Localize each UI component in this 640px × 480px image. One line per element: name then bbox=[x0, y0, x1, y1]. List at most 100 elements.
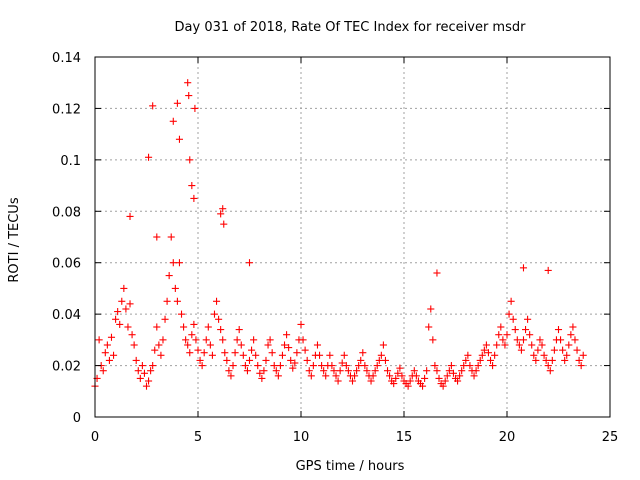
data-point-0-130 bbox=[359, 349, 367, 357]
data-point-0-66 bbox=[227, 372, 235, 380]
data-point-0-14 bbox=[120, 284, 128, 292]
data-point-0-92 bbox=[280, 341, 289, 349]
x-tick-label-5: 5 bbox=[194, 430, 202, 445]
data-point-0-15 bbox=[122, 305, 130, 313]
data-point-0-105 bbox=[307, 372, 315, 380]
data-point-0-241 bbox=[169, 117, 177, 125]
data-point-0-196 bbox=[495, 331, 503, 339]
data-point-0-112 bbox=[322, 372, 330, 380]
data-point-0-57 bbox=[208, 351, 216, 359]
data-point-0-174 bbox=[449, 369, 457, 377]
data-point-0-220 bbox=[544, 362, 552, 370]
y-tick-label-0.04: 0.04 bbox=[52, 308, 81, 323]
data-point-0-256 bbox=[519, 264, 528, 272]
data-point-0-5 bbox=[101, 349, 109, 357]
data-point-0-27 bbox=[147, 367, 155, 375]
data-point-0-110 bbox=[318, 362, 326, 370]
data-point-0-212 bbox=[528, 341, 536, 349]
data-point-0-67 bbox=[229, 362, 237, 370]
data-point-0-111 bbox=[320, 367, 328, 375]
data-point-0-204 bbox=[511, 326, 519, 334]
data-point-0-2 bbox=[95, 336, 103, 344]
data-point-0-96 bbox=[289, 364, 297, 372]
data-point-0-140 bbox=[379, 341, 387, 349]
x-tick-label-15: 15 bbox=[396, 430, 413, 445]
data-point-0-138 bbox=[375, 356, 383, 364]
data-point-0-106 bbox=[309, 362, 317, 370]
data-point-0-89 bbox=[274, 372, 282, 380]
data-point-0-166 bbox=[433, 367, 441, 375]
data-point-0-101 bbox=[299, 336, 307, 344]
data-point-0-231 bbox=[567, 331, 575, 339]
data-point-0-6 bbox=[103, 341, 111, 349]
data-point-0-35 bbox=[163, 297, 171, 305]
data-point-0-69 bbox=[233, 336, 241, 344]
data-point-0-142 bbox=[383, 367, 392, 375]
data-point-0-201 bbox=[505, 310, 513, 318]
data-point-0-109 bbox=[315, 351, 324, 359]
data-point-0-135 bbox=[369, 372, 377, 380]
data-point-0-134 bbox=[367, 377, 375, 385]
data-point-0-214 bbox=[532, 356, 540, 364]
data-point-0-194 bbox=[491, 351, 499, 359]
data-point-0-147 bbox=[394, 369, 402, 377]
data-point-0-48 bbox=[190, 320, 198, 328]
data-point-0-87 bbox=[270, 362, 278, 370]
data-point-0-132 bbox=[363, 367, 371, 375]
data-point-0-29 bbox=[151, 346, 159, 354]
y-tick-label-0.12: 0.12 bbox=[52, 102, 81, 117]
data-point-0-188 bbox=[478, 351, 486, 359]
data-point-0-22 bbox=[136, 374, 144, 382]
data-point-0-187 bbox=[476, 356, 484, 364]
y-axis-label: ROTI / TECUs bbox=[7, 197, 22, 282]
data-point-0-43 bbox=[180, 323, 188, 331]
data-point-0-137 bbox=[373, 362, 381, 370]
data-point-0-161 bbox=[423, 367, 431, 375]
data-point-0-94 bbox=[285, 344, 293, 352]
data-point-0-213 bbox=[530, 351, 538, 359]
data-point-0-51 bbox=[196, 356, 204, 364]
data-point-0-219 bbox=[542, 356, 550, 364]
y-tick-label-0.08: 0.08 bbox=[52, 205, 81, 220]
data-point-0-199 bbox=[501, 341, 509, 349]
data-point-0-164 bbox=[429, 336, 437, 344]
data-point-0-32 bbox=[157, 351, 165, 359]
data-point-0-40 bbox=[173, 297, 181, 305]
data-point-0-221 bbox=[546, 367, 554, 375]
data-point-0-123 bbox=[344, 367, 352, 375]
data-point-0-198 bbox=[499, 336, 507, 344]
data-point-0-91 bbox=[278, 351, 287, 359]
data-point-0-216 bbox=[536, 336, 544, 344]
data-point-0-195 bbox=[493, 341, 501, 349]
data-point-0-116 bbox=[330, 367, 338, 375]
data-point-0-62 bbox=[219, 336, 227, 344]
data-point-0-159 bbox=[418, 382, 427, 390]
data-point-0-50 bbox=[194, 346, 202, 354]
data-point-0-118 bbox=[334, 377, 342, 385]
data-point-0-156 bbox=[412, 372, 420, 380]
data-point-0-202 bbox=[507, 297, 515, 305]
data-point-0-206 bbox=[515, 341, 523, 349]
data-point-0-139 bbox=[377, 351, 385, 359]
data-point-0-45 bbox=[184, 341, 192, 349]
data-point-0-127 bbox=[353, 367, 361, 375]
x-tick-label-20: 20 bbox=[499, 430, 516, 445]
data-point-0-243 bbox=[175, 135, 184, 143]
data-point-0-98 bbox=[293, 349, 301, 357]
data-point-0-54 bbox=[202, 336, 210, 344]
data-point-0-17 bbox=[126, 300, 134, 308]
tick-layer: 0 5 10 15 20 25 0 0.02 0.04 0.06 0.08 0.1 0.12 0.14 bbox=[52, 51, 618, 445]
y-tick-label-0.02: 0.02 bbox=[52, 360, 81, 375]
data-point-0-31 bbox=[155, 341, 163, 349]
data-point-0-84 bbox=[264, 341, 272, 349]
data-point-0-16 bbox=[124, 323, 132, 331]
data-point-0-95 bbox=[287, 356, 295, 364]
data-point-0-163 bbox=[427, 305, 435, 313]
data-point-0-117 bbox=[332, 372, 340, 380]
data-point-0-13 bbox=[118, 297, 126, 305]
data-points-layer bbox=[91, 79, 587, 390]
data-point-0-72 bbox=[239, 351, 247, 359]
data-point-0-176 bbox=[454, 377, 462, 385]
data-point-0-230 bbox=[565, 341, 573, 349]
data-point-0-192 bbox=[486, 356, 495, 364]
